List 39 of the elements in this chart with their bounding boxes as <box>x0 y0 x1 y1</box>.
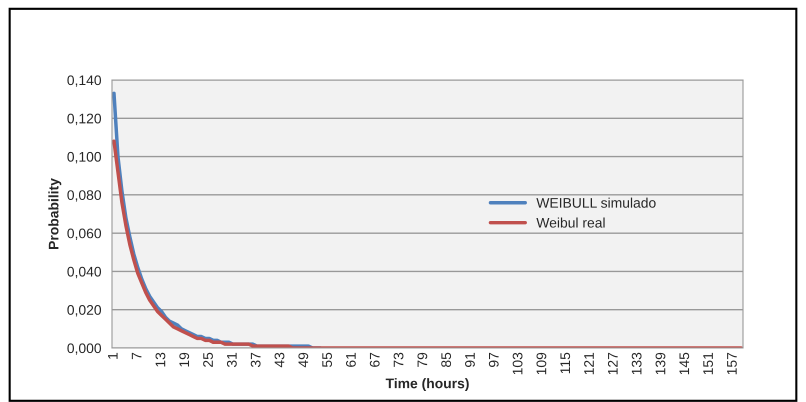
y-tick-label: 0,100 <box>67 152 102 164</box>
x-tick-label: 109 <box>536 352 546 374</box>
x-tick-label: 85 <box>441 352 452 368</box>
x-tick-label: 121 <box>584 352 594 374</box>
y-tick-label: 0,020 <box>67 305 102 317</box>
x-tick-label: 115 <box>560 352 570 374</box>
x-tick-label: 61 <box>346 352 356 367</box>
x-tick-label: 55 <box>322 352 332 368</box>
x-tick-label: 103 <box>512 352 523 374</box>
y-tick-label: 0,080 <box>67 190 102 202</box>
x-tick-label: 7 <box>132 352 142 360</box>
x-tick-label: 43 <box>274 352 284 368</box>
x-tick-label: 73 <box>394 352 404 367</box>
legend-label: Weibul real <box>536 217 605 228</box>
x-tick-label: 31 <box>226 352 237 368</box>
x-tick-label: 79 <box>417 352 428 367</box>
x-tick-label: 1 <box>108 352 118 359</box>
y-tick-label: 0,040 <box>67 266 102 278</box>
x-tick-label: 127 <box>608 352 618 374</box>
x-tick-label: 97 <box>488 352 499 367</box>
y-tick-label: 0,140 <box>67 75 102 87</box>
x-axis-title: Time (hours) <box>386 378 469 392</box>
x-tick-label: 91 <box>465 352 475 367</box>
x-tick-label: 139 <box>656 352 666 374</box>
x-tick-label: 151 <box>703 352 713 374</box>
x-tick-label: 49 <box>298 352 308 368</box>
x-tick-label: 145 <box>679 352 690 374</box>
y-tick-label: 0,000 <box>67 343 102 355</box>
x-tick-label: 37 <box>250 352 261 368</box>
x-tick-label: 19 <box>179 352 190 367</box>
y-axis-title: Probability <box>48 178 62 249</box>
x-tick-label: 157 <box>727 352 737 374</box>
legend-label: WEIBULL simulado <box>536 198 656 208</box>
x-tick-label: 67 <box>370 352 380 367</box>
x-tick-label: 25 <box>203 352 213 367</box>
y-tick-label: 0,060 <box>67 228 102 240</box>
x-tick-label: 13 <box>156 352 166 367</box>
x-tick-label: 133 <box>632 352 642 374</box>
y-tick-label: 0,120 <box>67 114 102 126</box>
